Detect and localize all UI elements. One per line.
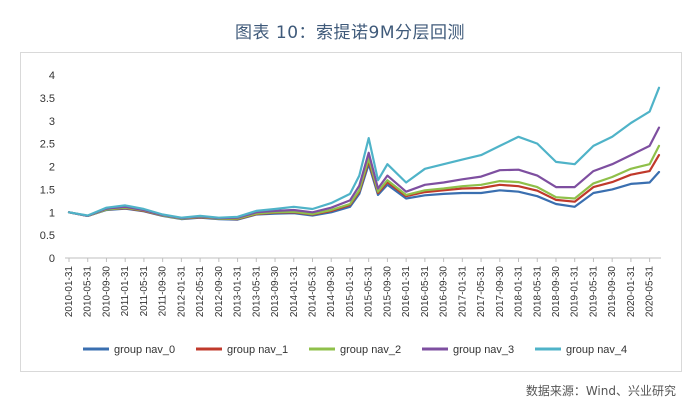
legend-label: group nav_2 (340, 344, 401, 356)
x-tick-label: 2014-01-31 (289, 266, 300, 318)
x-tick-label: 2020-05-31 (645, 266, 656, 318)
x-tick-label: 2013-09-30 (270, 266, 281, 318)
x-tick-label: 2017-01-31 (457, 266, 468, 318)
x-tick-label: 2018-01-31 (514, 266, 525, 318)
x-tick-label: 2019-01-31 (570, 266, 581, 318)
y-tick-label: 4 (49, 70, 55, 82)
y-tick-label: 1.5 (40, 184, 55, 196)
x-tick-label: 2015-01-31 (345, 266, 356, 318)
x-tick-label: 2011-01-31 (120, 266, 131, 317)
x-tick-label: 2016-09-30 (439, 266, 450, 318)
x-tick-label: 2013-05-31 (251, 266, 262, 318)
x-tick-label: 2014-09-30 (326, 266, 337, 318)
y-tick-label: 2.5 (40, 139, 55, 151)
x-tick-label: 2017-05-31 (476, 266, 487, 318)
y-tick-label: 0 (49, 253, 55, 265)
x-tick-label: 2015-05-31 (364, 266, 375, 318)
x-tick-label: 2010-01-31 (64, 266, 75, 318)
x-tick-label: 2014-05-31 (307, 266, 318, 318)
x-tick-label: 2016-05-31 (420, 266, 431, 318)
x-tick-label: 2017-09-30 (495, 266, 506, 318)
x-tick-label: 2020-01-31 (626, 266, 637, 318)
chart-legend: group nav_0 group nav_1 group nav_2 group n… (83, 344, 627, 356)
y-tick-label: 3 (49, 116, 55, 128)
x-tick-label: 2019-09-30 (607, 266, 618, 318)
x-tick-label: 2011-05-31 (139, 266, 150, 317)
y-tick-label: 1 (49, 207, 55, 219)
legend-label: group nav_3 (453, 344, 514, 356)
data-source-note: 数据来源：Wind、兴业研究 (525, 384, 676, 398)
chart-series-lines (67, 86, 661, 221)
page-title: 图表 10：索提诺9M分层回测 (234, 23, 466, 43)
y-tick-label: 0.5 (40, 230, 55, 242)
chart-frame: 0 0.5 1 1.5 2 2.5 3 3.5 4 2010-01-31 2010-05-31 201… (20, 52, 682, 372)
x-tick-label: 2019-05-31 (588, 266, 599, 318)
legend-label: group nav_1 (227, 344, 288, 356)
line-chart: 0 0.5 1 1.5 2 2.5 3 3.5 4 2010-01-31 2010-05-31 201… (40, 70, 661, 356)
x-tick-label: 2018-09-30 (551, 266, 562, 318)
x-tick-label: 2012-05-31 (195, 266, 206, 318)
series-line-group-nav_4 (67, 86, 661, 219)
x-tick-label: 2013-01-31 (233, 266, 244, 318)
x-tick-label: 2015-09-30 (382, 266, 393, 318)
chart-axes: 0 0.5 1 1.5 2 2.5 3 3.5 4 2010-01-31 2010-05-31 201… (40, 70, 661, 317)
y-tick-label: 3.5 (40, 93, 55, 105)
x-tick-label: 2012-01-31 (176, 266, 187, 318)
series-line-group-nav_3 (67, 126, 661, 220)
legend-label: group nav_4 (566, 344, 627, 356)
x-tick-label: 2016-01-31 (401, 266, 412, 318)
x-tick-label: 2018-05-31 (532, 266, 543, 318)
x-tick-label: 2011-09-30 (158, 266, 169, 317)
x-tick-label: 2010-05-31 (83, 266, 94, 318)
y-tick-label: 2 (49, 162, 55, 174)
x-tick-label: 2012-09-30 (214, 266, 225, 318)
x-tick-label: 2010-09-30 (101, 266, 112, 318)
legend-label: group nav_0 (114, 344, 175, 356)
